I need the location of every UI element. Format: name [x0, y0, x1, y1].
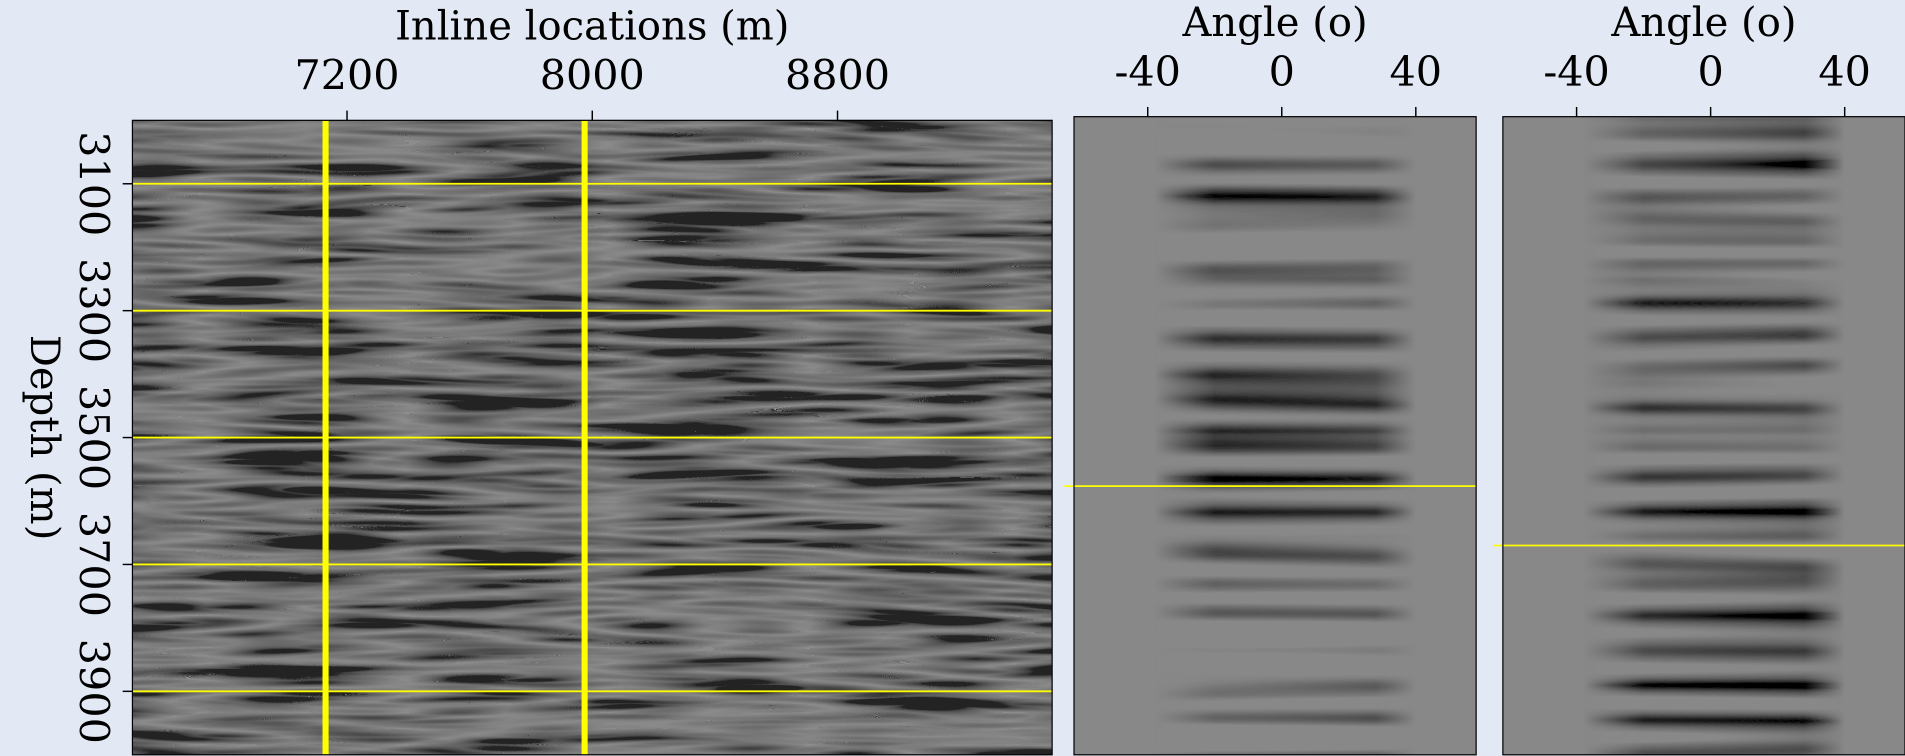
y-tick-label: 3700 [69, 512, 117, 617]
y-tick-label: 3900 [69, 639, 117, 744]
page: {"chart_data": [ {"type": "seismic-secti… [0, 0, 1905, 756]
figure: 7200 8000 8800Inline locations (m) 3100 3300… [0, 0, 1905, 756]
gather-events [1074, 117, 1476, 755]
y-tick-label: 3500 [69, 385, 117, 490]
y-tick-label: 3300 [69, 258, 117, 363]
x-tick-label: 40 [1818, 48, 1871, 96]
x-tick-label: 8800 [785, 51, 890, 99]
x-tick-label: 7200 [294, 51, 399, 99]
x-tick-label: -40 [1543, 48, 1610, 96]
x-axis-label: Inline locations (m) [395, 4, 789, 50]
y-tick-label: 3100 [69, 131, 117, 236]
x-tick-label: 8000 [540, 51, 645, 99]
y-axis-label: Depth (m) [21, 335, 67, 541]
x-tick-label: 0 [1269, 48, 1295, 96]
gather-image [1074, 117, 1476, 755]
x-axis-label: Angle (o) [1181, 0, 1367, 46]
x-axis-label: Angle (o) [1610, 0, 1796, 46]
x-tick-label: 0 [1697, 48, 1723, 96]
gather-image [1503, 117, 1905, 755]
gather-events [1503, 117, 1905, 755]
x-tick-label: 40 [1390, 48, 1443, 96]
x-tick-label: -40 [1114, 48, 1181, 96]
